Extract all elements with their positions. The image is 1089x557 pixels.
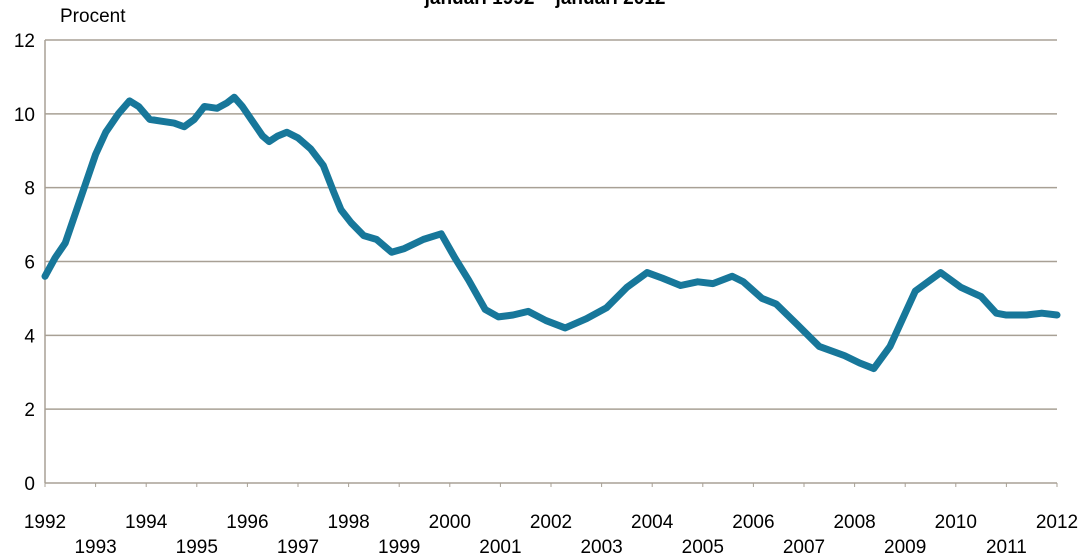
x-tick-label: 2007 [783,537,825,557]
y-axis-label: Procent [60,6,126,27]
y-tick-label: 0 [24,474,35,495]
data-line [41,93,1061,373]
y-tick-label: 4 [24,326,35,347]
x-tick-label: 2011 [986,537,1027,557]
x-tick-label: 2006 [732,512,774,533]
x-tick-label: 2008 [833,512,875,533]
x-tick-label: 2004 [631,512,674,533]
x-tick-label: 2003 [580,537,622,557]
chart-title: januari 1992 – januari 2012 [424,0,666,9]
x-tick-label: 1998 [327,512,369,533]
x-tick-label: 2002 [530,512,572,533]
x-tick-label: 2009 [884,537,926,557]
x-tick-label: 2010 [935,512,977,533]
y-tick-label: 2 [24,400,35,421]
y-tick-label: 6 [24,253,35,274]
x-tick-label: 2000 [429,512,471,533]
x-tick-label: 1997 [277,537,319,557]
x-tick-label: 1995 [176,537,218,557]
y-tick-label: 10 [14,105,35,126]
x-tick-label: 1996 [226,512,268,533]
y-tick-label: 12 [14,31,35,52]
x-tick-label: 1994 [125,512,168,533]
x-tick-label: 2001 [479,537,521,557]
x-tick-label: 1993 [74,537,116,557]
x-tick-label: 1999 [378,537,420,557]
x-tick-label: 1992 [24,512,66,533]
y-tick-label: 8 [24,179,35,200]
x-tick-label: 2012 [1036,512,1078,533]
x-tick-label: 2005 [682,537,724,557]
